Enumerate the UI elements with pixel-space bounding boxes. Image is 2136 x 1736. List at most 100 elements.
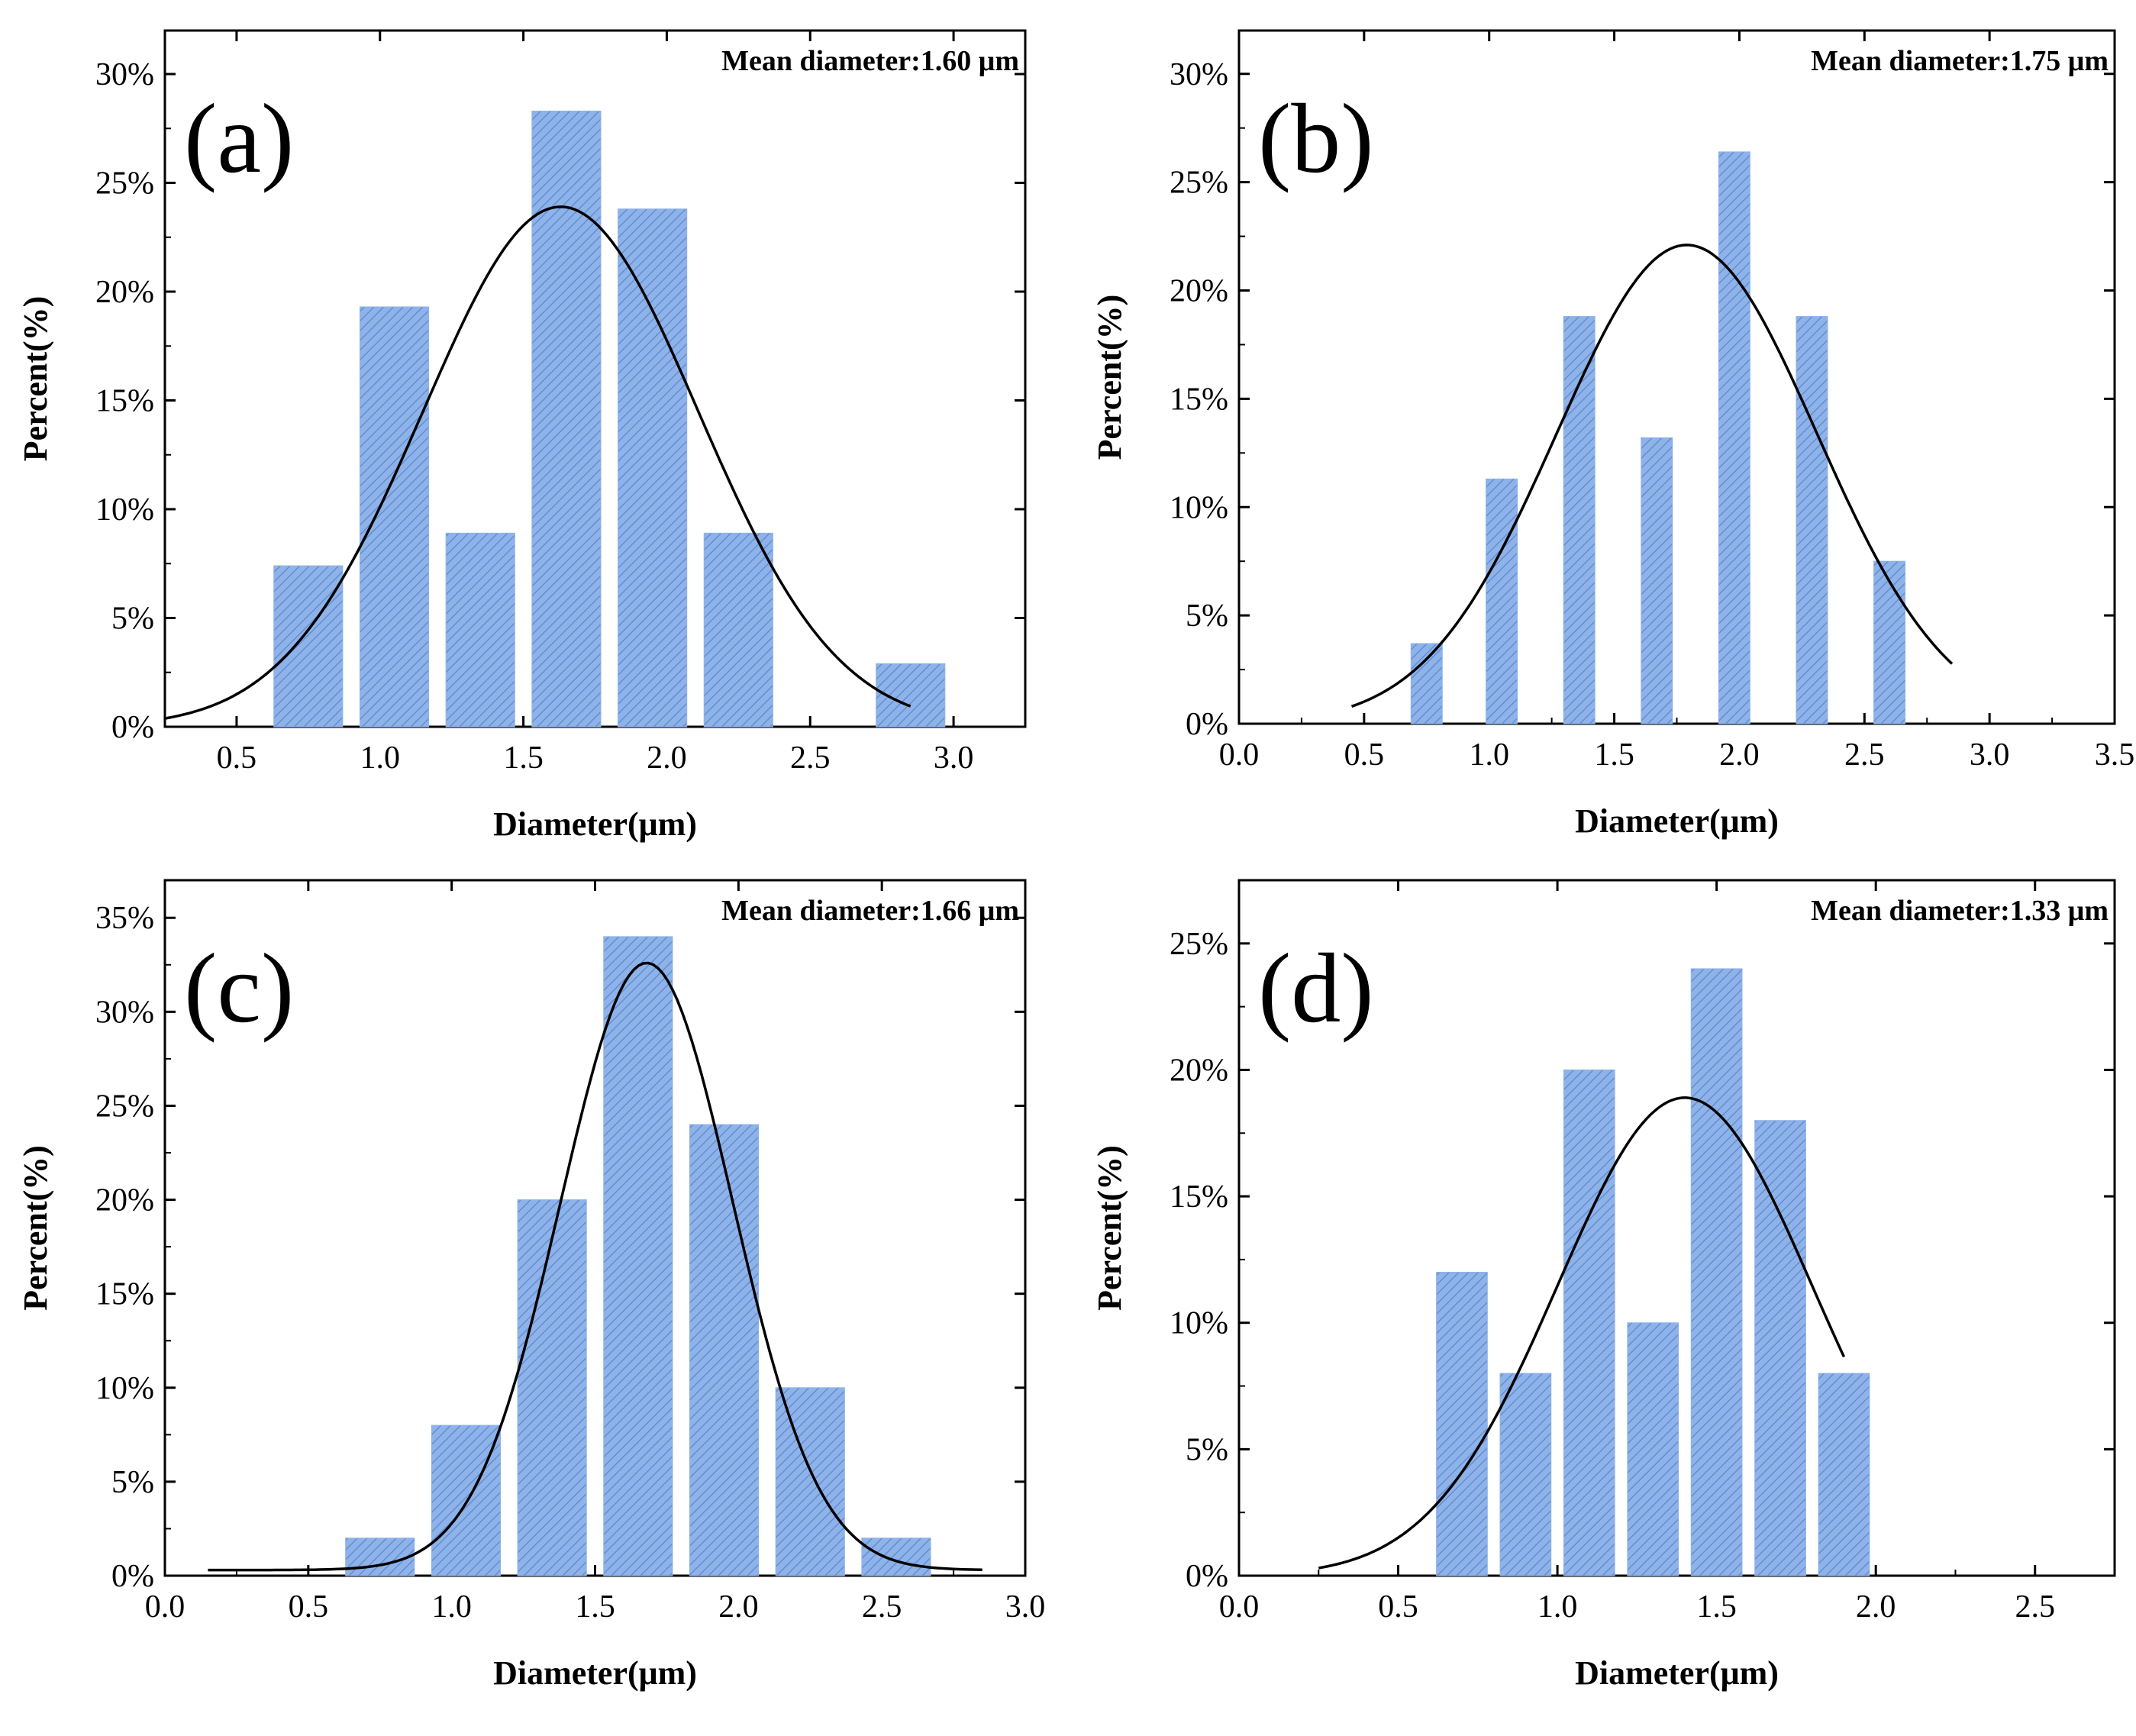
panel-label: (a) xyxy=(184,84,294,194)
y-tick-label: 10% xyxy=(1170,1306,1228,1341)
x-tick-label: 2.0 xyxy=(1719,737,1760,773)
bar-series xyxy=(345,936,931,1576)
y-tick-label: 25% xyxy=(1170,927,1228,962)
y-tick-label: 20% xyxy=(95,1183,154,1218)
bar xyxy=(1873,560,1906,724)
bar xyxy=(1563,316,1596,724)
y-tick-label: 5% xyxy=(1186,599,1228,634)
x-tick-label: 3.0 xyxy=(934,741,974,776)
x-tick-label: 1.0 xyxy=(360,741,401,776)
bar xyxy=(1718,151,1750,724)
bar-series xyxy=(1436,968,1870,1576)
bar xyxy=(861,1538,931,1576)
x-tick-label: 1.5 xyxy=(1594,737,1634,773)
y-axis: 0% 5% 10% 15% 20% 25% 30% 35% xyxy=(95,901,1025,1594)
y-tick-label: 20% xyxy=(1170,274,1228,309)
y-tick-label: 35% xyxy=(95,901,154,936)
x-tick-label: 2.5 xyxy=(2015,1589,2055,1625)
y-tick-label: 30% xyxy=(1170,57,1228,92)
y-axis: 0% 5% 10% 15% 20% 25% 30% xyxy=(1170,57,2115,742)
bar xyxy=(1563,1069,1615,1576)
x-tick-label: 2.5 xyxy=(1844,737,1885,773)
x-tick-label: 1.0 xyxy=(1469,737,1509,773)
x-tick-label: 1.5 xyxy=(575,1589,615,1625)
gaussian-fit-curve xyxy=(1350,244,1954,708)
x-tick-label: 3.0 xyxy=(1970,737,2010,773)
y-tick-label: 10% xyxy=(1170,490,1228,525)
x-axis-title: Diameter(μm) xyxy=(1575,802,1779,840)
y-axis-title: Percent(%) xyxy=(1091,1145,1128,1311)
x-axis-title: Diameter(μm) xyxy=(493,1654,697,1692)
bar xyxy=(689,1124,760,1576)
y-tick-label: 15% xyxy=(1170,1179,1228,1215)
bar xyxy=(775,1387,845,1576)
x-tick-label: 2.0 xyxy=(647,741,687,776)
x-tick-label: 2.5 xyxy=(790,741,831,776)
x-tick-label: 0.5 xyxy=(1344,737,1385,773)
x-tick-label: 1.5 xyxy=(1696,1589,1737,1625)
x-tick-label: 1.5 xyxy=(503,741,544,776)
y-axis-title: Percent(%) xyxy=(17,1145,54,1311)
gaussian-fit-curve xyxy=(208,961,982,1572)
gaussian-fit-curve xyxy=(164,205,912,720)
y-tick-label: 15% xyxy=(1170,382,1228,417)
bar xyxy=(603,936,673,1576)
x-tick-label: 0.0 xyxy=(1219,1589,1260,1625)
y-tick-label: 10% xyxy=(95,1371,154,1406)
y-tick-label: 0% xyxy=(111,1559,154,1594)
y-tick-label: 30% xyxy=(95,995,154,1030)
gaussian-fit-curve xyxy=(1318,1096,1846,1570)
x-tick-label: 2.0 xyxy=(718,1589,759,1625)
y-axis: 0% 5% 10% 15% 20% 25% xyxy=(1170,879,2115,1594)
bar xyxy=(1436,1271,1488,1576)
x-tick-label: 0.5 xyxy=(1378,1589,1418,1625)
x-tick-label: 0.5 xyxy=(289,1589,329,1625)
y-axis-title: Percent(%) xyxy=(1091,295,1128,460)
bar xyxy=(273,565,344,728)
x-tick-label: 2.0 xyxy=(1856,1589,1896,1625)
bar xyxy=(1486,478,1518,724)
y-tick-label: 0% xyxy=(1186,707,1228,742)
y-tick-label: 5% xyxy=(111,1465,154,1500)
y-tick-label: 0% xyxy=(1186,1559,1228,1594)
bar xyxy=(1690,968,1743,1576)
bar xyxy=(445,532,515,728)
x-axis-title: Diameter(μm) xyxy=(1575,1654,1779,1692)
y-axis-title: Percent(%) xyxy=(17,296,54,462)
y-tick-label: 10% xyxy=(95,492,154,528)
panel-a: 0% 5% 10% 15% 20% 25% 30% 0.5 1.0 1.5 2.0 2.5 3.0 (… xyxy=(17,29,1027,843)
y-tick-label: 15% xyxy=(95,384,154,419)
x-axis: 0.0 0.5 1.0 1.5 2.0 2.5 xyxy=(1219,880,2055,1625)
bar xyxy=(345,1538,415,1576)
panel-label: (d) xyxy=(1258,934,1374,1044)
y-tick-label: 0% xyxy=(111,710,154,745)
y-tick-label: 25% xyxy=(95,166,154,202)
bar xyxy=(1754,1120,1806,1576)
bar xyxy=(1499,1373,1552,1576)
y-tick-label: 20% xyxy=(1170,1053,1228,1088)
x-axis: 0.0 0.5 1.0 1.5 2.0 2.5 3.0 xyxy=(145,880,1046,1625)
x-axis: 0.0 0.5 1.0 1.5 2.0 2.5 3.0 3.5 xyxy=(1219,31,2135,773)
x-tick-label: 0.0 xyxy=(145,1589,186,1625)
x-tick-label: 3.5 xyxy=(2095,737,2135,773)
bar-series xyxy=(273,110,946,728)
x-tick-label: 1.0 xyxy=(1537,1589,1578,1625)
y-tick-label: 30% xyxy=(95,57,154,92)
y-tick-label: 25% xyxy=(1170,166,1228,201)
bar xyxy=(618,208,688,728)
mean-diameter-annotation: Mean diameter:1.75 μm xyxy=(1811,45,2109,77)
x-tick-label: 2.5 xyxy=(862,1589,902,1625)
x-tick-label: 3.0 xyxy=(1005,1589,1046,1625)
bar xyxy=(1627,1322,1679,1576)
bar xyxy=(703,532,773,728)
bar xyxy=(1410,643,1443,724)
x-axis-title: Diameter(μm) xyxy=(493,805,697,843)
x-axis: 0.5 1.0 1.5 2.0 2.5 3.0 xyxy=(217,31,974,776)
bar xyxy=(517,1199,587,1576)
bar xyxy=(1796,316,1828,724)
x-tick-label: 1.0 xyxy=(431,1589,472,1625)
mean-diameter-annotation: Mean diameter:1.66 μm xyxy=(721,895,1019,927)
bar xyxy=(1818,1373,1870,1576)
y-axis: 0% 5% 10% 15% 20% 25% 30% xyxy=(95,57,1025,745)
y-tick-label: 20% xyxy=(95,275,154,310)
